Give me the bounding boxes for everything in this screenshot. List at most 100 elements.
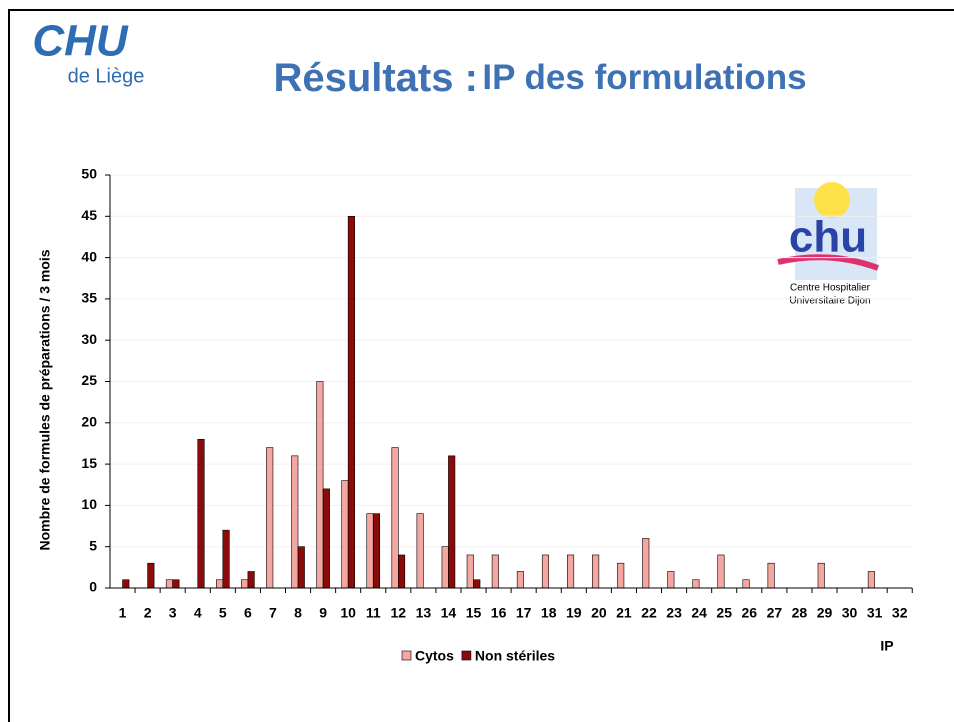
x-tick-label: 23 bbox=[666, 605, 682, 621]
logo-right: chu Centre Hospitalier Universitaire Dij… bbox=[777, 182, 880, 307]
x-tick-label: 7 bbox=[269, 605, 277, 621]
x-tick-label: 22 bbox=[641, 605, 657, 621]
x-tick-label: 26 bbox=[741, 605, 757, 621]
x-tick-label: 30 bbox=[842, 605, 858, 621]
y-tick-label: 10 bbox=[81, 496, 97, 512]
bar bbox=[566, 554, 575, 589]
title-rest: IP des formulations bbox=[482, 58, 806, 97]
bar bbox=[391, 447, 399, 589]
x-tick-label: 32 bbox=[892, 605, 908, 621]
bar bbox=[466, 554, 474, 589]
x-tick-label: 13 bbox=[416, 605, 432, 621]
bar bbox=[222, 529, 230, 589]
logo-right-mark: chu bbox=[789, 213, 867, 262]
bar bbox=[742, 579, 750, 589]
bar bbox=[216, 579, 224, 589]
logo-left-city: de Liège bbox=[68, 65, 145, 87]
x-axis-title: IP bbox=[880, 638, 893, 654]
bar bbox=[247, 571, 255, 589]
bar bbox=[473, 579, 481, 589]
x-tick-label: 15 bbox=[466, 605, 482, 621]
x-tick-label: 10 bbox=[340, 605, 356, 621]
x-tick-label: 8 bbox=[294, 605, 302, 621]
y-axis-title: Nombre de formules de préparations / 3 m… bbox=[37, 249, 53, 550]
bar bbox=[667, 571, 675, 589]
bar bbox=[147, 562, 155, 589]
bar bbox=[366, 513, 374, 589]
x-tick-label: 14 bbox=[441, 605, 457, 621]
x-tick-label: 1 bbox=[119, 605, 127, 621]
bar bbox=[617, 562, 625, 589]
bar bbox=[642, 538, 650, 589]
x-tick-label: 17 bbox=[516, 605, 532, 621]
bar bbox=[416, 513, 424, 589]
bar bbox=[266, 447, 274, 589]
bar bbox=[717, 554, 725, 589]
bar bbox=[172, 579, 180, 589]
logo-right-line2: Universitaire Dijon bbox=[789, 296, 870, 307]
x-tick-label: 31 bbox=[867, 605, 883, 621]
bar bbox=[398, 554, 406, 589]
x-tick-label: 11 bbox=[366, 605, 381, 621]
bar bbox=[448, 455, 456, 589]
title-main: Résultats : bbox=[273, 56, 478, 100]
x-tick-label: 27 bbox=[767, 605, 783, 621]
bar bbox=[122, 579, 130, 589]
y-tick-label: 5 bbox=[89, 537, 97, 553]
bar bbox=[817, 562, 825, 589]
logo-right-sun bbox=[814, 182, 850, 218]
y-tick-label: 35 bbox=[81, 290, 97, 306]
bar bbox=[867, 571, 875, 589]
slide-title: Résultats : IP des formulations bbox=[273, 56, 806, 100]
x-tick-label: 21 bbox=[616, 605, 632, 621]
y-tick-label: 30 bbox=[81, 331, 97, 347]
bar bbox=[322, 488, 330, 589]
x-tick-label: 25 bbox=[716, 605, 732, 621]
x-tick-label: 3 bbox=[169, 605, 177, 621]
bar bbox=[767, 562, 775, 589]
bar bbox=[692, 579, 700, 589]
x-tick-label: 6 bbox=[244, 605, 252, 621]
x-tick-label: 20 bbox=[591, 605, 607, 621]
bar bbox=[491, 554, 499, 589]
bar bbox=[297, 546, 305, 589]
y-tick-label: 0 bbox=[89, 579, 97, 595]
x-tick-label: 2 bbox=[144, 605, 152, 621]
bar bbox=[516, 571, 524, 589]
x-tick-label: 28 bbox=[792, 605, 808, 621]
y-tick-label: 50 bbox=[81, 166, 97, 182]
bar bbox=[592, 554, 600, 589]
x-tick-label: 24 bbox=[691, 605, 707, 621]
bar bbox=[541, 554, 550, 589]
bar bbox=[441, 546, 449, 589]
x-tick-label: 19 bbox=[566, 605, 582, 621]
y-tick-label: 25 bbox=[81, 372, 97, 388]
legend-label: Non stériles bbox=[475, 648, 555, 664]
y-tick-label: 15 bbox=[81, 455, 97, 471]
x-tick-label: 4 bbox=[194, 605, 202, 621]
x-tick-label: 9 bbox=[319, 605, 327, 621]
legend-swatch bbox=[461, 650, 472, 661]
bar bbox=[241, 579, 249, 589]
logo-left-mark: CHU bbox=[32, 17, 129, 66]
y-tick-label: 20 bbox=[81, 414, 97, 430]
bar bbox=[341, 480, 349, 589]
x-tick-label: 5 bbox=[219, 605, 227, 621]
bar bbox=[197, 439, 205, 589]
x-tick-label: 16 bbox=[491, 605, 507, 621]
bar bbox=[372, 513, 381, 589]
x-tick-label: 12 bbox=[391, 605, 407, 621]
x-tick-label: 29 bbox=[817, 605, 833, 621]
logo-right-line1: Centre Hospitalier bbox=[790, 283, 871, 294]
y-tick-label: 40 bbox=[81, 248, 97, 264]
bar bbox=[347, 216, 355, 589]
bar bbox=[165, 579, 173, 589]
bar bbox=[291, 455, 299, 589]
slide-frame bbox=[8, 9, 954, 722]
legend-label: Cytos bbox=[415, 648, 454, 664]
x-tick-label: 18 bbox=[541, 605, 557, 621]
bar bbox=[316, 381, 324, 589]
legend-swatch bbox=[401, 650, 412, 661]
y-tick-label: 45 bbox=[81, 207, 97, 223]
